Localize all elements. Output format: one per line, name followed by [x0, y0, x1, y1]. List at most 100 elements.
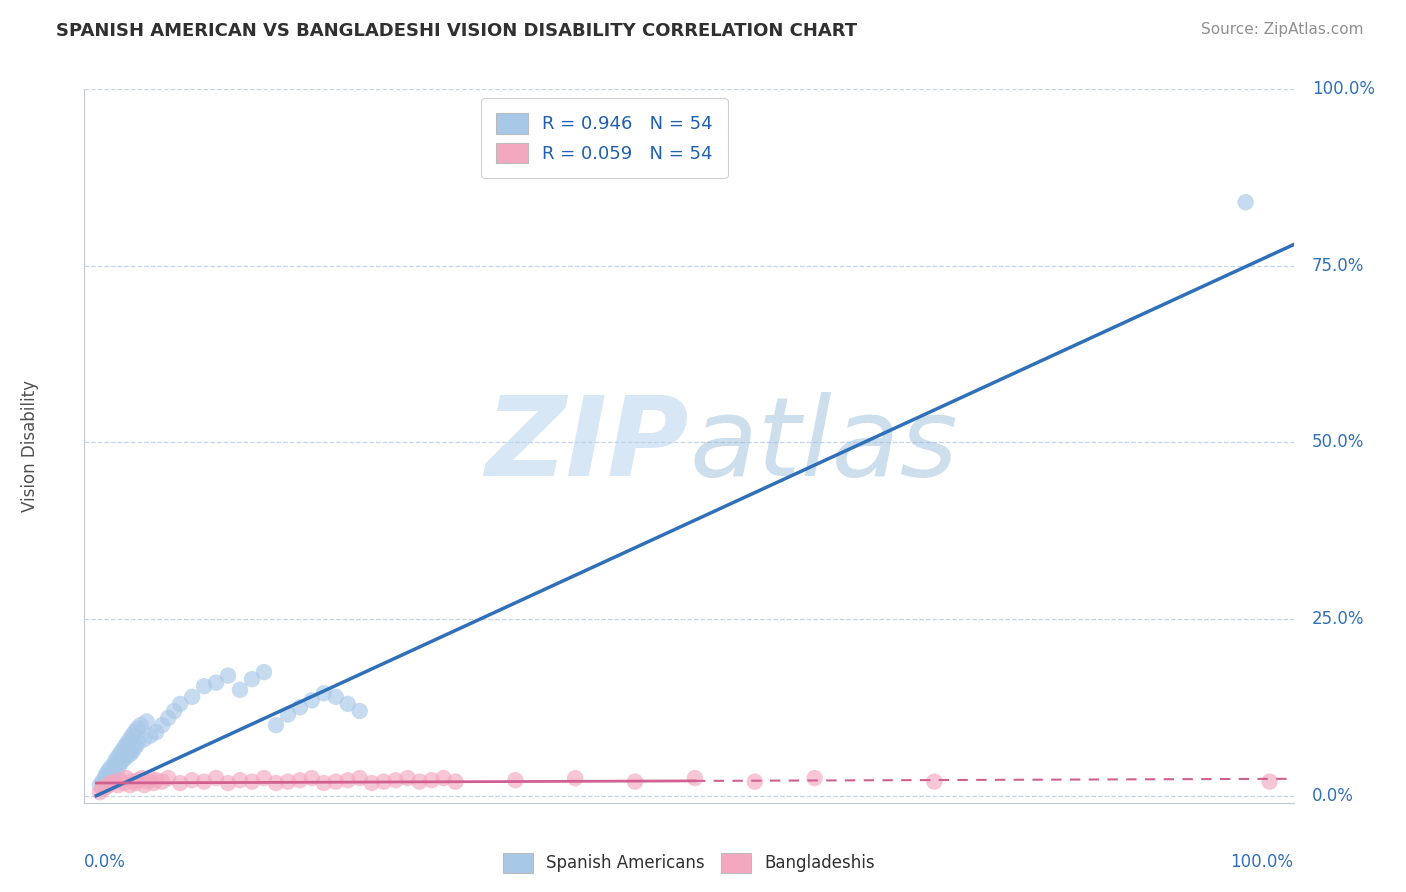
Point [336, 697, 359, 711]
Point [101, 766, 124, 780]
Point [744, 774, 766, 789]
Point [121, 774, 143, 789]
Point [110, 747, 132, 761]
Point [91, 781, 114, 796]
Point [336, 773, 359, 788]
Point [564, 771, 586, 785]
Point [107, 778, 129, 792]
Point [229, 773, 252, 788]
Point [505, 773, 527, 788]
Point [325, 690, 347, 704]
Point [125, 722, 148, 736]
Point [110, 755, 132, 769]
Point [104, 753, 127, 767]
Point [118, 732, 141, 747]
Point [125, 776, 148, 790]
Point [122, 743, 145, 757]
Point [89, 778, 111, 792]
Point [253, 665, 276, 679]
Point [97, 778, 120, 792]
Point [117, 736, 139, 750]
Point [288, 773, 311, 788]
Point [100, 776, 122, 790]
Point [135, 714, 157, 729]
Point [384, 773, 406, 788]
Text: atlas: atlas [689, 392, 957, 500]
Point [139, 771, 162, 785]
Text: 100.0%: 100.0% [1312, 80, 1375, 98]
Point [139, 729, 162, 743]
Point [112, 776, 135, 790]
Point [1234, 195, 1257, 210]
Point [277, 707, 299, 722]
Text: 0.0%: 0.0% [1312, 787, 1354, 805]
Legend: R = 0.946   N = 54, R = 0.059   N = 54: R = 0.946 N = 54, R = 0.059 N = 54 [481, 98, 727, 178]
Point [624, 774, 647, 789]
Text: Source: ZipAtlas.com: Source: ZipAtlas.com [1201, 22, 1364, 37]
Point [312, 776, 335, 790]
Point [114, 739, 136, 754]
Point [264, 776, 287, 790]
Point [142, 776, 165, 790]
Point [105, 762, 128, 776]
Point [150, 718, 173, 732]
Point [145, 725, 167, 739]
Point [924, 774, 946, 789]
Point [240, 672, 263, 686]
Point [124, 725, 146, 739]
Point [205, 771, 228, 785]
Point [683, 771, 706, 785]
Point [136, 774, 159, 789]
Point [1258, 774, 1281, 789]
Point [145, 773, 167, 788]
Text: 75.0%: 75.0% [1312, 257, 1364, 275]
Point [264, 718, 287, 732]
Point [115, 750, 138, 764]
Point [349, 704, 371, 718]
Point [100, 760, 122, 774]
Point [803, 771, 825, 785]
Point [193, 679, 215, 693]
Point [120, 747, 142, 761]
Point [205, 675, 228, 690]
Point [312, 686, 335, 700]
Point [134, 778, 156, 792]
Text: 100.0%: 100.0% [1230, 853, 1294, 871]
Point [118, 747, 141, 762]
Point [111, 743, 134, 757]
Point [277, 774, 299, 789]
Text: 0.0%: 0.0% [84, 853, 127, 871]
Point [134, 732, 156, 747]
Text: ZIP: ZIP [485, 392, 689, 500]
Point [98, 769, 121, 783]
Point [360, 776, 382, 790]
Point [396, 771, 419, 785]
Point [94, 767, 117, 781]
Point [108, 759, 131, 773]
Point [163, 704, 186, 718]
Point [193, 774, 215, 789]
Point [349, 771, 371, 785]
Point [325, 774, 347, 789]
Point [118, 778, 141, 792]
Point [157, 711, 180, 725]
Point [169, 776, 191, 790]
Point [169, 697, 191, 711]
Point [115, 771, 138, 785]
Text: 25.0%: 25.0% [1312, 610, 1364, 628]
Point [444, 774, 467, 789]
Point [125, 739, 148, 754]
Text: 50.0%: 50.0% [1312, 434, 1364, 451]
Point [107, 750, 129, 764]
Point [93, 771, 115, 785]
Point [432, 771, 454, 785]
Point [112, 752, 135, 766]
Point [121, 729, 143, 743]
Point [150, 774, 173, 789]
Point [420, 773, 443, 788]
Point [181, 690, 204, 704]
Point [131, 771, 153, 785]
Point [127, 773, 149, 788]
Point [91, 774, 114, 789]
Point [229, 682, 252, 697]
